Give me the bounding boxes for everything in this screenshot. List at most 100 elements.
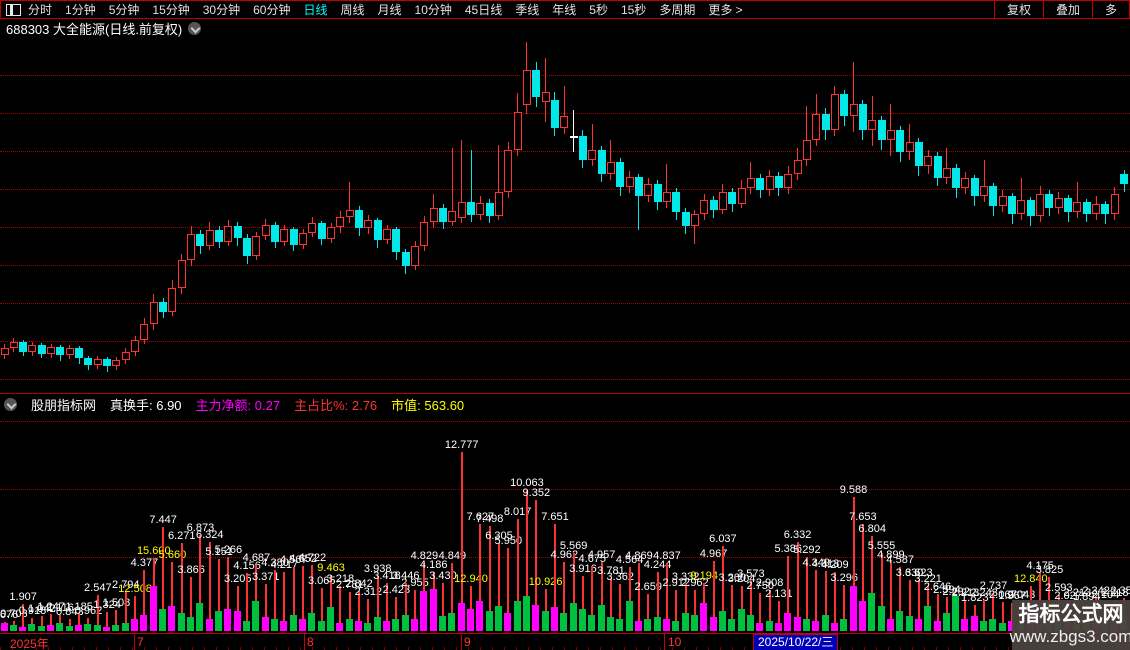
candle: [1082, 202, 1091, 214]
indicator-value-label: 2.027: [1054, 589, 1082, 602]
candle: [690, 214, 699, 226]
gridline: [0, 421, 1130, 422]
indicator-value-label: 2.104: [1091, 588, 1120, 601]
candle: [830, 94, 839, 130]
chevron-down-icon[interactable]: [4, 397, 17, 411]
toolbar-item-复权[interactable]: 复权: [993, 1, 1043, 18]
toolbar-item-多周期[interactable]: 多周期: [659, 3, 696, 17]
toolbar-item-周线[interactable]: 周线: [340, 3, 365, 17]
candle: [905, 142, 914, 152]
toolbar-item-日线[interactable]: 日线: [303, 3, 328, 17]
candle: [121, 352, 130, 360]
toolbar-item-月线[interactable]: 月线: [377, 3, 402, 17]
toolbar-item-季线[interactable]: 季线: [515, 3, 540, 17]
candlestick-chart[interactable]: [0, 38, 1130, 394]
volume-bar: [634, 621, 642, 631]
toolbar-item-更多 >[interactable]: 更多 >: [708, 3, 743, 17]
turnover-line: [330, 575, 333, 631]
volume-bar: [280, 621, 288, 631]
volume-bar: [625, 601, 633, 631]
candle: [634, 177, 643, 196]
candle: [215, 230, 224, 242]
turnover-line: [78, 614, 81, 631]
candle: [606, 162, 615, 174]
volume-bar: [513, 601, 521, 631]
toolbar-item-10分钟[interactable]: 10分钟: [414, 3, 452, 17]
toolbar-item-1分钟[interactable]: 1分钟: [65, 3, 96, 17]
turnover-line: [470, 586, 472, 631]
toolbar-item-5秒[interactable]: 5秒: [589, 3, 608, 17]
current-date-box[interactable]: 2025/10/22/三: [753, 634, 839, 650]
turnover-line: [1001, 602, 1004, 631]
turnover-line: [367, 598, 370, 631]
chevron-down-icon[interactable]: [188, 21, 202, 35]
volume-bar: [457, 603, 465, 631]
turnover-line: [302, 565, 305, 631]
turnover-line: [843, 584, 846, 631]
candle: [289, 229, 298, 245]
toolbar-item-叠加[interactable]: 叠加: [1042, 1, 1092, 18]
candle: [513, 112, 522, 150]
volume-bar: [205, 619, 213, 631]
candle: [1054, 198, 1063, 208]
toolbar-item-多[interactable]: 多: [1091, 1, 1129, 18]
indicator-value-label: 2.043: [1007, 589, 1036, 602]
toolbar-item-45日线[interactable]: 45日线: [464, 3, 503, 17]
indicator-value-label: 3.446: [391, 569, 420, 582]
toolbar-item-30分钟[interactable]: 30分钟: [202, 3, 241, 17]
toolbar-item-60分钟[interactable]: 60分钟: [253, 3, 291, 17]
candle: [933, 156, 942, 178]
candle: [560, 116, 569, 128]
axis-tick: [134, 634, 135, 650]
candle: [84, 358, 93, 365]
volume-bar: [905, 616, 913, 631]
turnover-line: [68, 619, 71, 631]
indicator-value-label: 3.781: [597, 565, 625, 578]
candle: [522, 70, 531, 105]
turnover-line: [936, 593, 939, 631]
toolbar-item-15秒[interactable]: 15秒: [620, 3, 647, 17]
candle: [364, 220, 373, 228]
candle: [383, 229, 392, 240]
volume-bar: [215, 611, 223, 631]
volume-bar: [849, 586, 857, 631]
candle: [159, 302, 168, 312]
turnover-line: [964, 600, 967, 631]
turnover-line: [871, 535, 874, 631]
toolbar-item-分时[interactable]: 分时: [28, 3, 53, 17]
indicator-value-label: 0.918: [18, 605, 47, 618]
indicator-value-label: 3.332: [671, 571, 700, 584]
volume-bar: [93, 625, 101, 631]
indicator-value-label: 9.588: [839, 483, 868, 496]
candle: [952, 168, 961, 188]
indicator-value-label: 1.324: [93, 599, 121, 612]
toolbar-item-年线[interactable]: 年线: [552, 3, 577, 17]
candle-wick: [451, 148, 453, 226]
indicator-field-主占比%: 主占比%: 2.76: [294, 397, 378, 413]
candle: [140, 324, 149, 340]
toolbar-item-5分钟[interactable]: 5分钟: [108, 3, 140, 17]
indicator-value-label: 2.356: [1110, 585, 1130, 598]
turnover-line: [246, 572, 249, 631]
turnover-line: [591, 565, 594, 631]
axis-tick: [304, 634, 305, 650]
volume-bar: [774, 623, 782, 631]
turnover-line: [218, 558, 221, 631]
indicator-value-label: 4.652: [289, 552, 317, 565]
turnover-line: [106, 612, 109, 631]
toolbar-right-group: 复权 叠加多: [993, 1, 1129, 18]
volume-bar: [597, 605, 605, 631]
indicator-value-label: 4.380: [261, 556, 289, 569]
turnover-line: [507, 547, 510, 631]
candle: [886, 130, 895, 140]
toolbar-item-15分钟[interactable]: 15分钟: [152, 3, 190, 17]
pane-layout-icon[interactable]: [6, 3, 21, 16]
indicator-value-label: 2.962: [681, 576, 709, 589]
turnover-line: [320, 588, 323, 631]
indicator-value-label: 6.324: [195, 529, 224, 542]
candle: [187, 234, 196, 260]
indicator-value-label: 2.292: [942, 585, 970, 598]
turnover-line: [460, 452, 463, 631]
volume-bar: [606, 617, 614, 631]
